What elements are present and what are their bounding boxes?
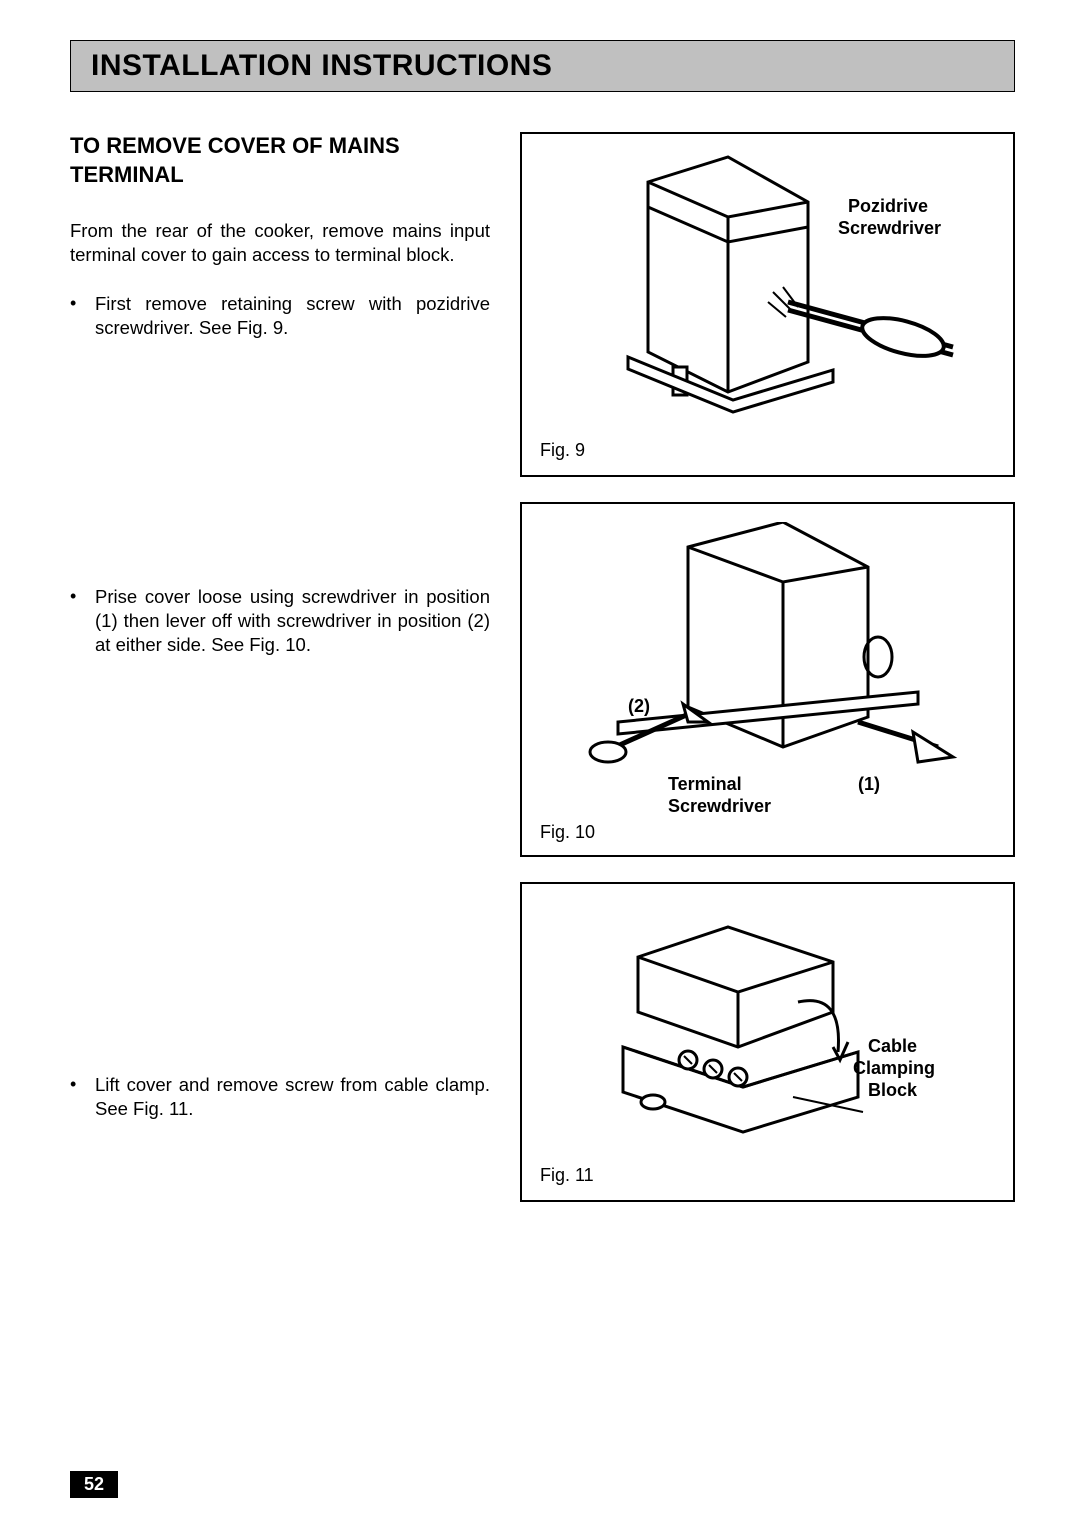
figure-11-diagram: Cable Clamping Block (558, 902, 978, 1157)
label-pozidrive: Pozidrive (848, 196, 928, 216)
bullet-icon: • (70, 292, 95, 340)
content-columns: TO REMOVE COVER OF MAINS TERMINAL From t… (70, 132, 1015, 1227)
label-screwdriver: Screwdriver (838, 218, 941, 238)
page-number: 52 (70, 1471, 118, 1498)
section-title: TO REMOVE COVER OF MAINS TERMINAL (70, 132, 490, 189)
figure-caption: Fig. 9 (540, 440, 995, 461)
label-terminal: Terminal (668, 774, 742, 794)
figure-caption: Fig. 11 (540, 1165, 995, 1186)
bullet-text: Prise cover loose using screwdriver in p… (95, 585, 490, 657)
bullet-text: First remove retaining screw with pozidr… (95, 292, 490, 340)
label-block: Block (868, 1080, 918, 1100)
figure-9: Pozidrive Screwdriver Fig. 9 (520, 132, 1015, 477)
right-column: Pozidrive Screwdriver Fig. 9 (520, 132, 1015, 1227)
title-bar: INSTALLATION INSTRUCTIONS (70, 40, 1015, 92)
figure-9-diagram: Pozidrive Screwdriver (558, 152, 978, 432)
figure-11: Cable Clamping Block Fig. 11 (520, 882, 1015, 1202)
label-clamping: Clamping (853, 1058, 935, 1078)
figure-caption: Fig. 10 (540, 822, 595, 843)
bullet-icon: • (70, 585, 95, 657)
label-pos2: (2) (628, 696, 650, 716)
bullet-icon: • (70, 1073, 95, 1121)
figure-10-diagram: (2) (1) Terminal Screwdriver (558, 522, 978, 817)
label-pos1: (1) (858, 774, 880, 794)
page-title: INSTALLATION INSTRUCTIONS (91, 49, 994, 83)
bullet-item: • Lift cover and remove screw from cable… (70, 1073, 490, 1121)
figure-10: (2) (1) Terminal Screwdriver Fig. 10 (520, 502, 1015, 857)
label-screwdriver-2: Screwdriver (668, 796, 771, 816)
left-column: TO REMOVE COVER OF MAINS TERMINAL From t… (70, 132, 490, 1227)
bullet-item: • First remove retaining screw with pozi… (70, 292, 490, 340)
bullet-item: • Prise cover loose using screwdriver in… (70, 585, 490, 657)
label-cable: Cable (868, 1036, 917, 1056)
bullet-text: Lift cover and remove screw from cable c… (95, 1073, 490, 1121)
intro-paragraph: From the rear of the cooker, remove main… (70, 219, 490, 267)
